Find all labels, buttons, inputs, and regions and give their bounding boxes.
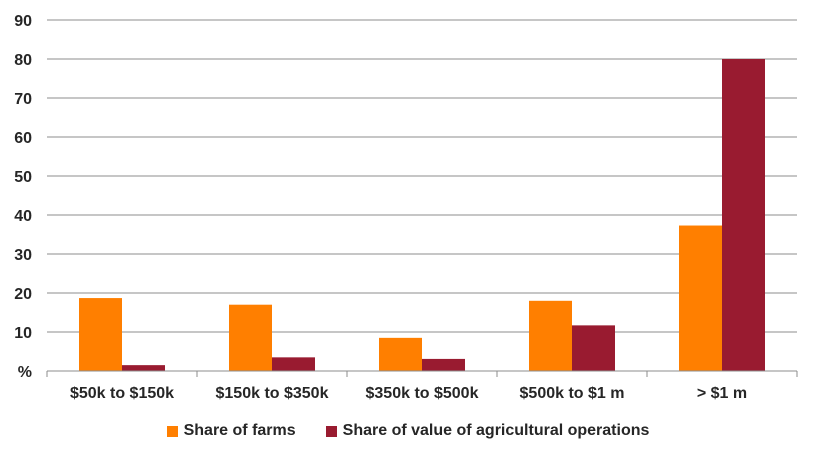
y-tick-label: 40	[14, 208, 32, 225]
bar-share-of-value	[722, 59, 765, 371]
bar-share-of-farms	[679, 225, 722, 371]
bar-share-of-farms	[79, 298, 122, 371]
y-tick-label: 90	[14, 13, 32, 30]
bars	[79, 59, 765, 371]
y-tick-label: 30	[14, 247, 32, 264]
y-tick-label: 10	[14, 325, 32, 342]
y-tick-label: 50	[14, 169, 32, 186]
x-tick-label: $350k to $500k	[366, 385, 479, 402]
gridlines	[47, 19, 797, 333]
legend-swatch-share-of-farms	[166, 425, 178, 437]
legend-item-share-of-value: Share of value of agricultural operation…	[325, 422, 650, 440]
bar-share-of-value	[122, 365, 165, 371]
legend-item-share-of-farms: Share of farms	[166, 422, 296, 440]
y-tick-label: 60	[14, 130, 32, 147]
bar-share-of-value	[572, 325, 615, 371]
legend-label-share-of-farms: Share of farms	[183, 422, 296, 439]
legend-label-share-of-value: Share of value of agricultural operation…	[342, 422, 650, 439]
x-tick-label: $150k to $350k	[216, 385, 329, 402]
y-tick-label: 70	[14, 91, 32, 108]
x-tick-label: $50k to $150k	[70, 385, 174, 402]
x-axis: $50k to $150k $150k to $350k $350k to $500…	[46, 370, 798, 402]
bar-share-of-farms	[229, 304, 272, 371]
x-tick-label: $500k to $1 m	[520, 385, 625, 402]
y-tick-label: %	[18, 364, 32, 381]
bar-chart: % 10 20 30 40 50 60 70 80 90 $50k to $150k $150k t…	[14, 13, 798, 402]
legend-swatch-share-of-value	[325, 425, 337, 437]
y-axis-tick-labels: % 10 20 30 40 50 60 70 80 90	[14, 13, 32, 381]
bar-share-of-farms	[379, 337, 422, 371]
bar-share-of-farms	[529, 300, 572, 371]
y-tick-label: 20	[14, 286, 32, 303]
bar-share-of-value	[272, 357, 315, 371]
y-tick-label: 80	[14, 52, 32, 69]
bar-share-of-value	[422, 358, 465, 371]
legend: Share of farms Share of value of agricul…	[0, 422, 816, 440]
x-tick-label: > $1 m	[697, 385, 747, 402]
